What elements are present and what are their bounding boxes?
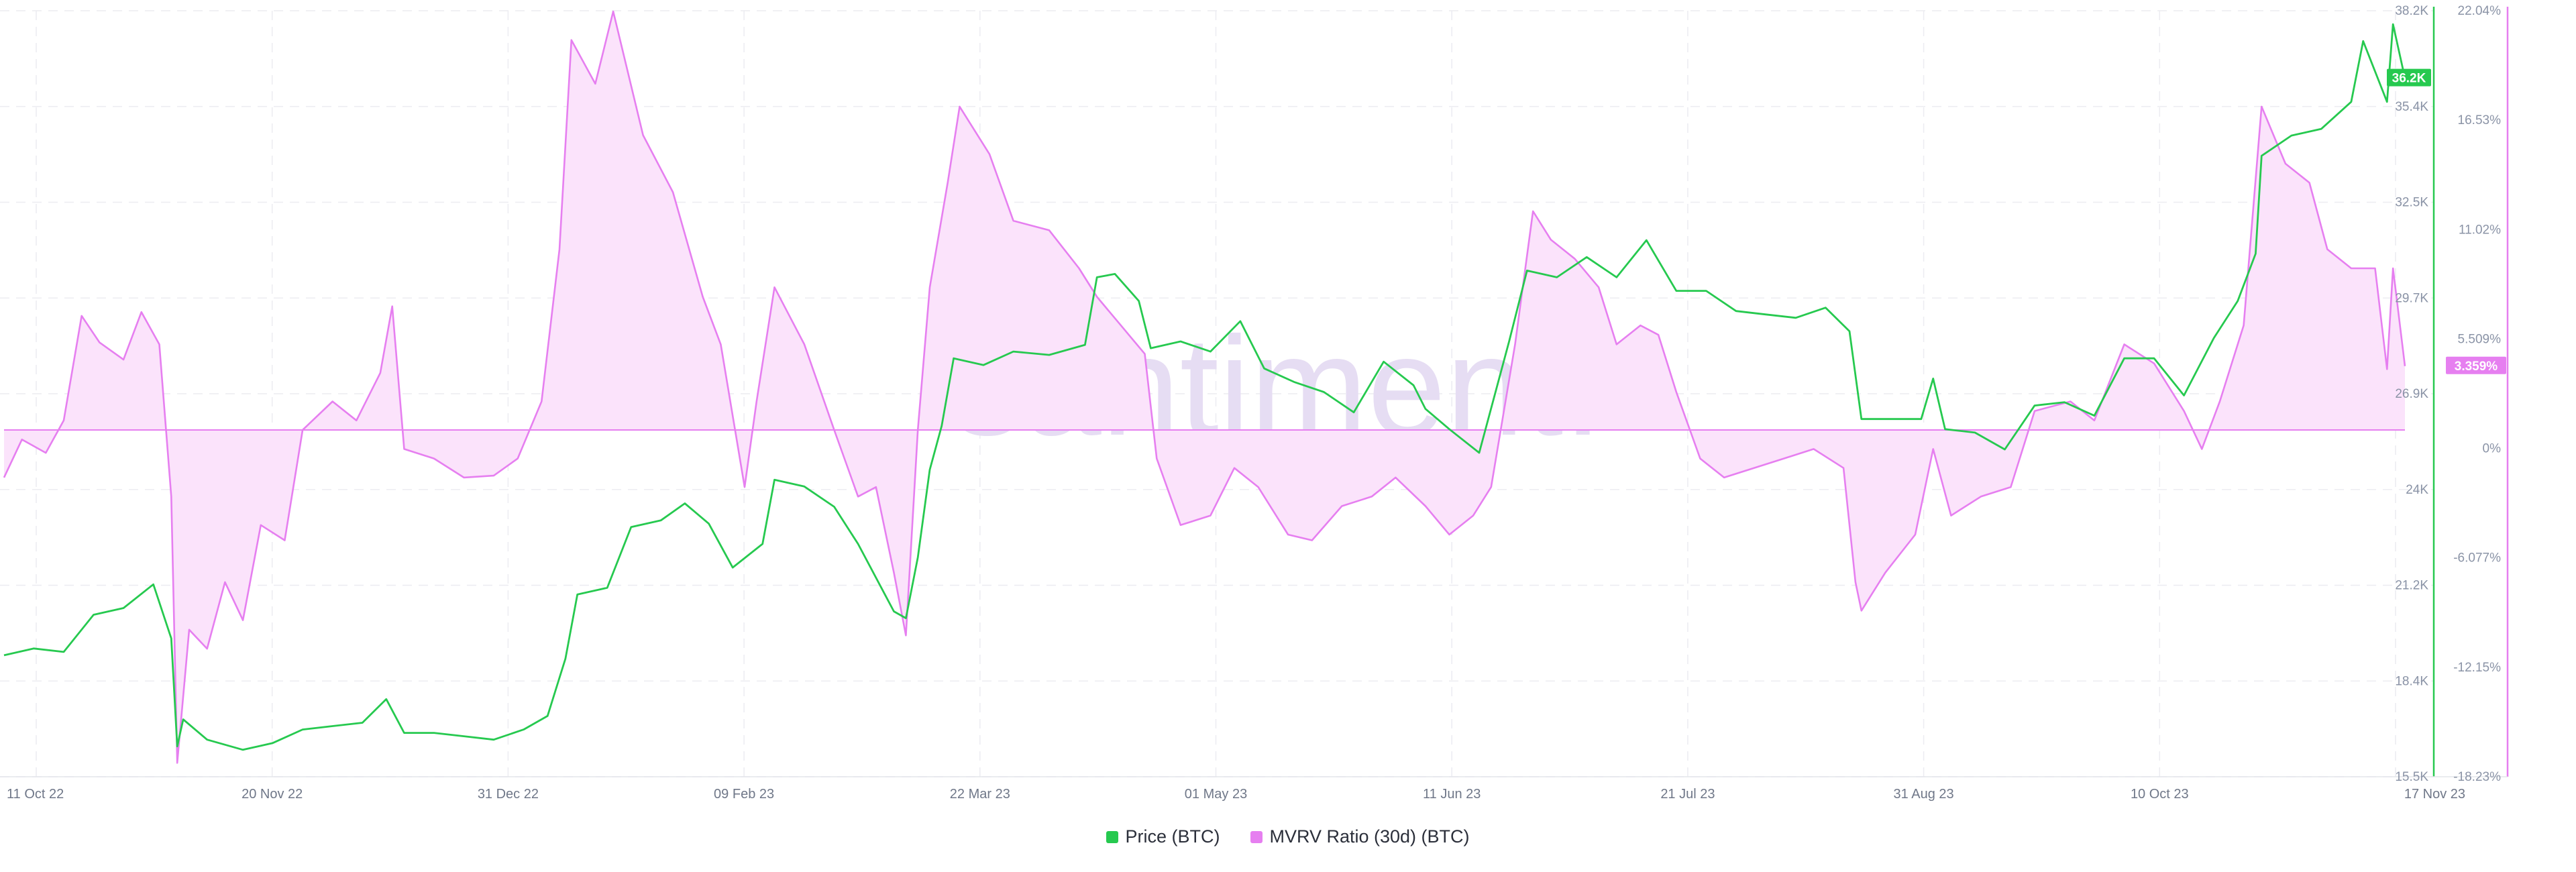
x-tick-label: 17 Nov 23 — [2404, 787, 2465, 802]
chart-axes — [0, 7, 2509, 777]
mvrv-tick-label: 11.02% — [2459, 223, 2501, 237]
mvrv-axis-ticks: 22.04% 16.53% 11.02% 5.509% 0% -6.077% -12.15%… — [2453, 4, 2501, 784]
x-axis-ticks: 11 Oct 22 20 Nov 22 31 Dec 22 09 Feb 23 22 M… — [7, 787, 2465, 802]
x-tick-label: 10 Oct 23 — [2131, 787, 2189, 802]
price-tick-label: 29.7K — [2395, 291, 2428, 305]
mvrv-legend-swatch — [1250, 830, 1263, 843]
mvrv-current-value: 3.359% — [2455, 360, 2498, 374]
x-tick-label: 01 May 23 — [1185, 787, 1247, 802]
current-value-badges: 36.2K 3.359% — [2387, 68, 2506, 374]
x-tick-label: 09 Feb 23 — [714, 787, 774, 802]
price-current-value: 36.2K — [2392, 72, 2426, 86]
mvrv-tick-label: -6.077% — [2453, 551, 2501, 565]
price-current-badge — [2387, 68, 2431, 87]
x-tick-label: 31 Aug 23 — [1894, 787, 1954, 802]
mvrv-line — [3, 10, 2406, 764]
price-legend-label: Price (BTC) — [1125, 826, 1220, 847]
price-tick-label: 15.5K — [2395, 770, 2428, 784]
mvrv-series-layer — [3, 10, 2406, 764]
x-tick-label: 22 Mar 23 — [950, 787, 1010, 802]
price-tick-label: 26.9K — [2395, 387, 2428, 401]
mvrv-tick-label: -18.23% — [2453, 770, 2501, 784]
price-axis-ticks: 38.2K 35.4K 32.5K 29.7K 26.9K 24K 21.2K 18.4K 15… — [2395, 4, 2428, 784]
mvrv-tick-label: 0% — [2483, 442, 2502, 456]
mvrv-legend-label: MVRV Ratio (30d) (BTC) — [1269, 826, 1470, 847]
price-series-layer — [3, 23, 2406, 751]
price-line — [3, 23, 2406, 751]
mvrv-tick-label: 22.04% — [2458, 4, 2502, 18]
price-tick-label: 35.4K — [2395, 100, 2428, 114]
mvrv-current-badge — [2446, 356, 2506, 374]
x-tick-label: 21 Jul 23 — [1660, 787, 1715, 802]
mvrv-tick-label: -12.15% — [2453, 661, 2501, 675]
x-tick-label: 11 Oct 22 — [7, 787, 64, 802]
price-tick-label: 38.2K — [2395, 4, 2428, 18]
price-tick-label: 18.4K — [2395, 674, 2428, 688]
legend-item-price[interactable]: Price (BTC) — [1106, 826, 1220, 847]
legend-item-mvrv[interactable]: MVRV Ratio (30d) (BTC) — [1250, 826, 1470, 847]
mvrv-tick-label: 16.53% — [2458, 113, 2502, 127]
price-tick-label: 24K — [2406, 483, 2428, 497]
x-tick-label: 31 Dec 22 — [478, 787, 539, 802]
price-tick-label: 21.2K — [2395, 579, 2428, 593]
price-legend-swatch — [1106, 830, 1119, 843]
chart-legend: Price (BTC) MVRV Ratio (30d) (BTC) — [0, 826, 2576, 847]
price-tick-label: 32.5K — [2395, 196, 2428, 210]
mvrv-tick-label: 5.509% — [2458, 332, 2502, 346]
x-tick-label: 20 Nov 22 — [241, 787, 303, 802]
mvrv-area — [4, 11, 2405, 763]
x-tick-label: 11 Jun 23 — [1423, 787, 1481, 802]
